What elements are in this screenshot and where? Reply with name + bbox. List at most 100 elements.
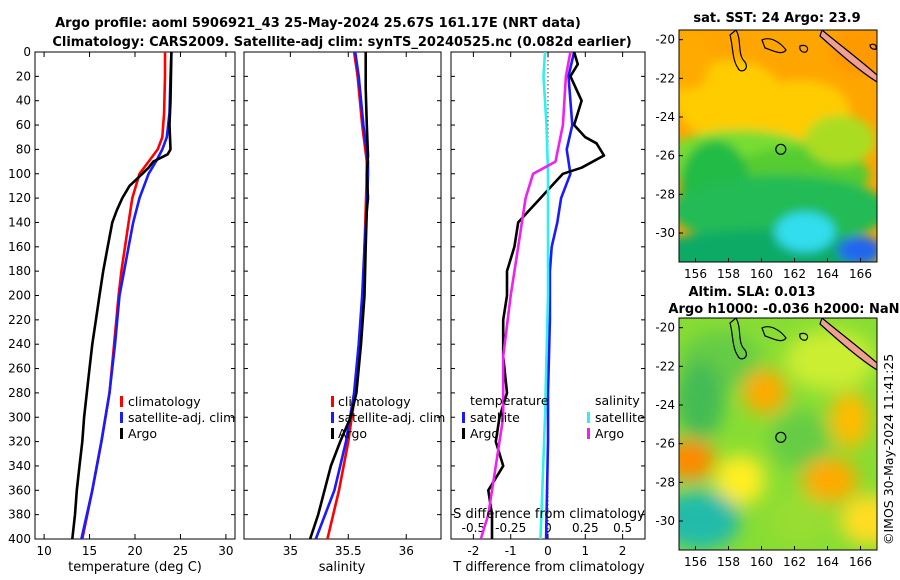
legend-marker-satellite bbox=[120, 412, 123, 423]
x-tick-label: 35.5 bbox=[335, 544, 362, 558]
temperature-legend: climatology satellite-adj. clim Argo bbox=[120, 394, 235, 441]
sst-map-title: sat. SST: 24 Argo: 23.9 bbox=[693, 11, 860, 26]
salinity-legend: climatology satellite-adj. clim Argo bbox=[331, 394, 445, 441]
map-x-tick-label: 156 bbox=[684, 555, 707, 569]
temperature-ticks: 10 15 20 25 30020406080100120140160180200220… bbox=[8, 45, 235, 558]
sla-map-title1: Altim. SLA: 0.013 bbox=[689, 285, 816, 300]
y-tick-label: 0 bbox=[23, 45, 31, 59]
legend-marker-climatology bbox=[331, 396, 334, 407]
map-x-tick-label: 166 bbox=[849, 555, 872, 569]
x-tick-label: 1 bbox=[581, 544, 589, 558]
map-y-tick-label: -20 bbox=[655, 321, 675, 335]
s-tick-label: -0.5 bbox=[462, 521, 485, 535]
y-tick-label: 400 bbox=[8, 532, 31, 546]
y-tick-label: 80 bbox=[16, 142, 31, 156]
x-tick-label: 10 bbox=[36, 544, 51, 558]
series-line-temperature-satellite bbox=[544, 52, 576, 539]
s-tick-label: 0.5 bbox=[613, 521, 632, 535]
salinity-series bbox=[308, 52, 370, 539]
y-tick-label: 60 bbox=[16, 118, 31, 132]
legend-label-climatology: climatology bbox=[128, 394, 201, 409]
legend-marker-t-satellite bbox=[462, 412, 465, 423]
map-y-tick-label: -22 bbox=[655, 359, 675, 373]
sla-map-frame bbox=[678, 317, 878, 551]
salinity-xlabel: salinity bbox=[319, 560, 366, 575]
y-tick-label: 220 bbox=[8, 313, 31, 327]
x-tick-label: 20 bbox=[127, 544, 142, 558]
s-tick-label: -0.25 bbox=[495, 521, 526, 535]
map-y-tick-label: -26 bbox=[655, 437, 675, 451]
map-x-tick-label: 158 bbox=[717, 267, 740, 281]
x-tick-label: -2 bbox=[467, 544, 479, 558]
y-tick-label: 120 bbox=[8, 191, 31, 205]
map-x-tick-label: 162 bbox=[783, 267, 806, 281]
s-tick-label: 0 bbox=[544, 521, 552, 535]
difference-legend: temperature satellite Argo salinity sate… bbox=[462, 393, 645, 441]
legend-label-climatology: climatology bbox=[338, 394, 411, 409]
difference-ticks: -2 -1 0 1 2 -0.5 -0.25 0 0.25 0.5 bbox=[451, 51, 645, 558]
legend-label-t-satellite: satellite bbox=[470, 410, 520, 425]
t-difference-xlabel: T difference from climatology bbox=[452, 560, 645, 575]
map-x-tick-label: 156 bbox=[684, 267, 707, 281]
legend-marker-argo bbox=[120, 428, 123, 439]
y-tick-label: 160 bbox=[8, 240, 31, 254]
y-tick-label: 380 bbox=[8, 508, 31, 522]
sla-float-marker bbox=[775, 431, 787, 443]
series-line-climatology bbox=[81, 52, 167, 539]
y-tick-label: 100 bbox=[8, 167, 31, 181]
temperature-series bbox=[71, 52, 173, 539]
y-tick-label: 360 bbox=[8, 483, 31, 497]
map-x-tick-label: 158 bbox=[717, 555, 740, 569]
legend-marker-s-argo bbox=[587, 428, 590, 439]
sla-field bbox=[679, 318, 877, 550]
y-tick-label: 140 bbox=[8, 215, 31, 229]
sst-float-marker bbox=[775, 143, 787, 155]
map-y-tick-label: -20 bbox=[655, 33, 675, 47]
legend-marker-t-argo bbox=[462, 428, 465, 439]
y-tick-label: 260 bbox=[8, 362, 31, 376]
series-line-salinity-argo bbox=[479, 52, 572, 539]
legend-marker-climatology bbox=[120, 396, 123, 407]
map-y-tick-label: -26 bbox=[655, 149, 675, 163]
y-tick-label: 180 bbox=[8, 264, 31, 278]
legend-label-satellite: satellite-adj. clim bbox=[338, 410, 445, 425]
series-line-satellite-adj-clim bbox=[314, 52, 370, 539]
y-tick-label: 340 bbox=[8, 459, 31, 473]
map-x-tick-label: 164 bbox=[816, 555, 839, 569]
legend-marker-satellite bbox=[331, 412, 334, 423]
map-y-tick-label: -22 bbox=[655, 71, 675, 85]
series-line-argo bbox=[308, 52, 370, 539]
salinity-panel: 35 35.5 36 salinity climatology satellite-… bbox=[243, 51, 445, 575]
legend-label-t-argo: Argo bbox=[470, 426, 499, 441]
main-title-line2: Climatology: CARS2009. Satellite-adj cli… bbox=[52, 35, 631, 50]
s-difference-xlabel: S difference from climatology bbox=[453, 507, 645, 522]
y-tick-label: 40 bbox=[16, 94, 31, 108]
y-tick-label: 280 bbox=[8, 386, 31, 400]
map-y-tick-label: -30 bbox=[655, 226, 675, 240]
series-line-salinity-satellite bbox=[539, 52, 550, 539]
x-tick-label: 2 bbox=[619, 544, 627, 558]
legend-title-temperature: temperature bbox=[470, 393, 549, 408]
x-tick-label: 15 bbox=[82, 544, 97, 558]
y-tick-label: 200 bbox=[8, 289, 31, 303]
sst-map-frame bbox=[678, 29, 878, 263]
salinity-ticks: 35 35.5 36 bbox=[244, 51, 441, 558]
sla-map-title2: Argo h1000: -0.036 h2000: NaN bbox=[668, 302, 899, 317]
temperature-axes-box bbox=[34, 51, 236, 540]
main-title-line1: Argo profile: aoml 5906921_43 25-May-202… bbox=[55, 16, 581, 31]
y-tick-label: 320 bbox=[8, 435, 31, 449]
legend-title-salinity: salinity bbox=[595, 393, 640, 408]
sla-map-ticks: 156 158 160 162 164 166 -20 -22 -24 -26 -28 -30 bbox=[655, 321, 872, 569]
series-line-climatology bbox=[326, 52, 369, 539]
series-line-argo bbox=[71, 52, 173, 539]
y-tick-label: 20 bbox=[16, 69, 31, 83]
map-x-tick-label: 160 bbox=[750, 555, 773, 569]
map-y-tick-label: -28 bbox=[655, 187, 675, 201]
map-y-tick-label: -24 bbox=[655, 398, 675, 412]
legend-label-argo: Argo bbox=[338, 426, 367, 441]
sst-map: sat. SST: 24 Argo: 23.9 bbox=[655, 11, 878, 281]
sla-map: Altim. SLA: 0.013 Argo h1000: -0.036 h20… bbox=[655, 285, 899, 569]
y-tick-label: 300 bbox=[8, 410, 31, 424]
x-tick-label: -1 bbox=[505, 544, 517, 558]
